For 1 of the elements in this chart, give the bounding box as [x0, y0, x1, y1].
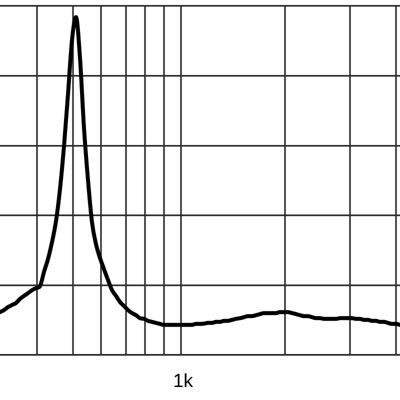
- text: 1k: [172, 371, 194, 392]
